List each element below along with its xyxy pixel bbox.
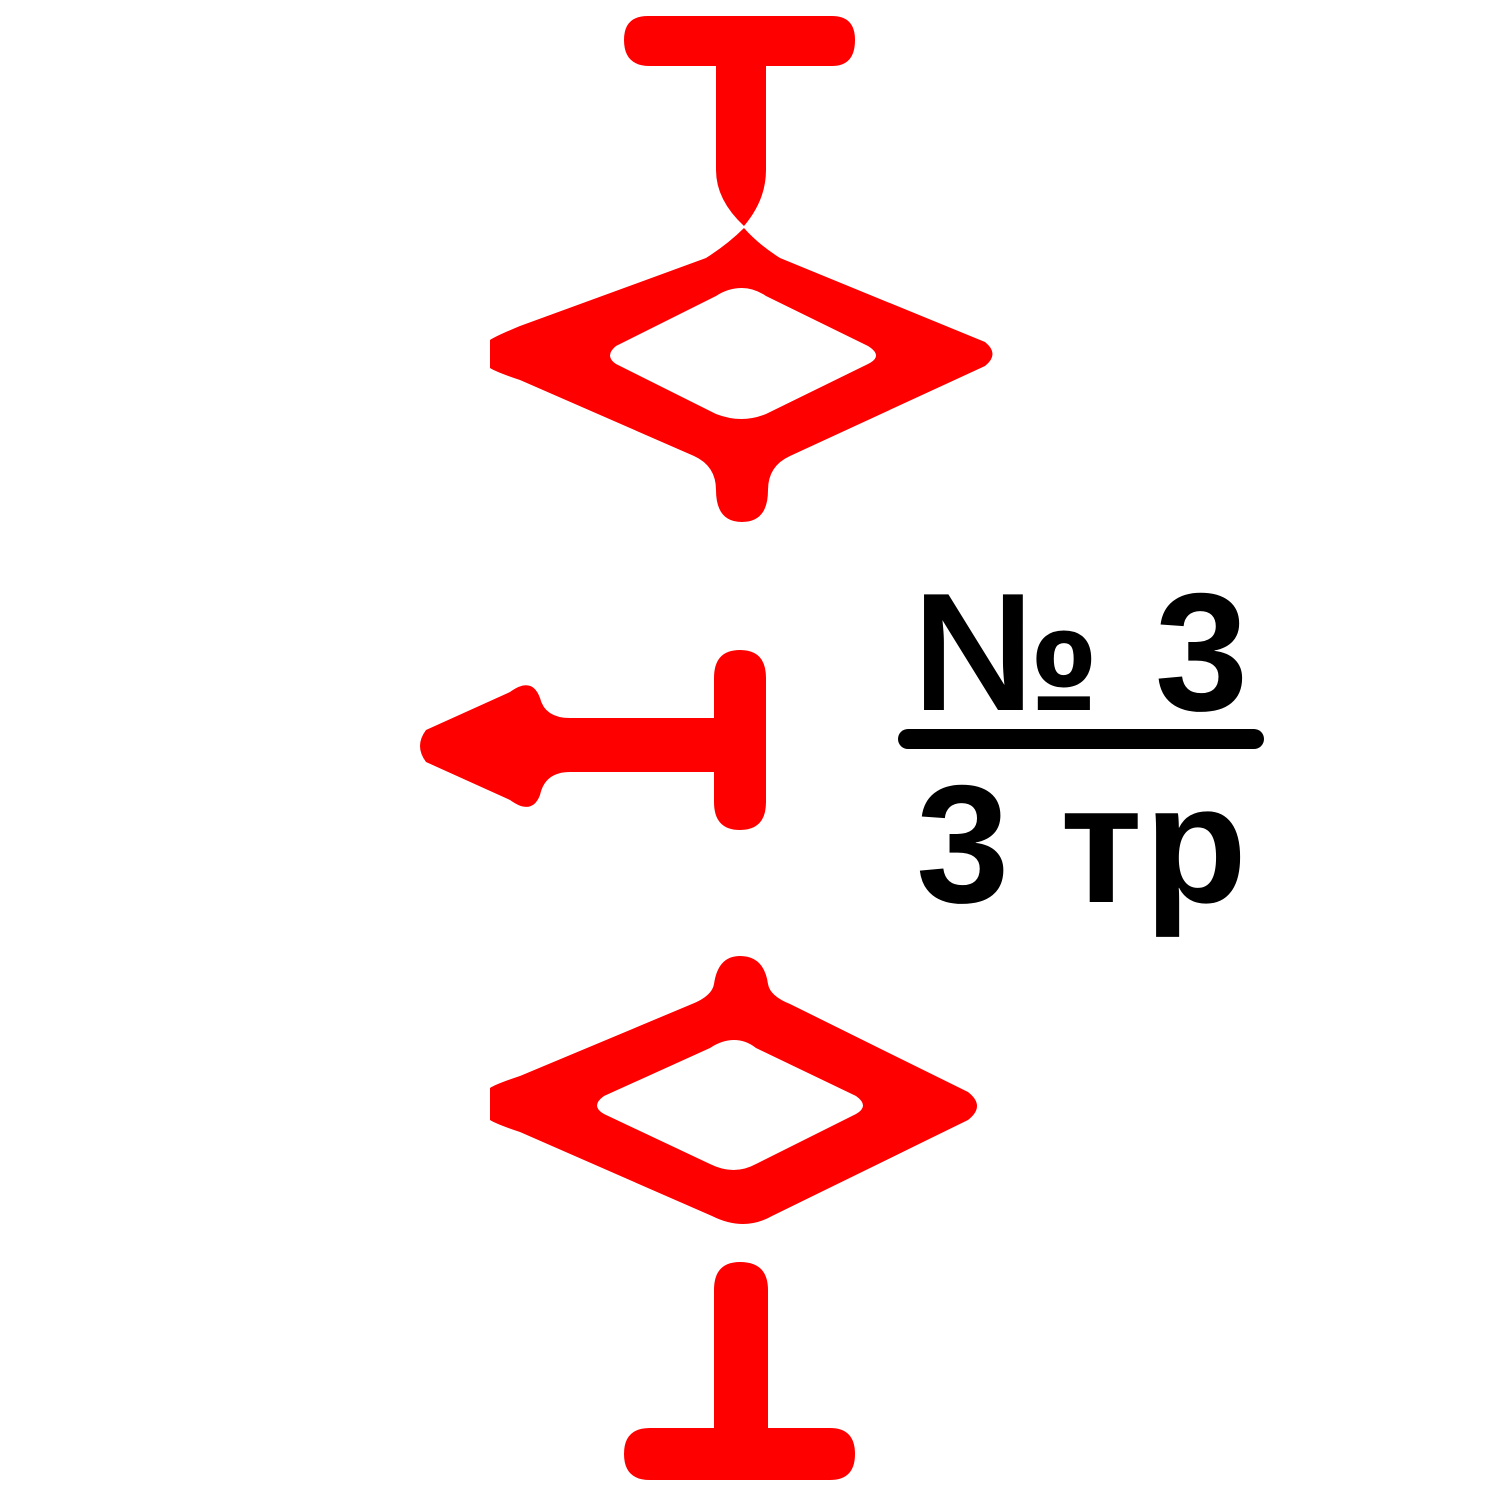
bottom-diamond-symbol bbox=[490, 956, 977, 1224]
top-diamond-symbol bbox=[490, 228, 993, 522]
bottom-t-bar-symbol bbox=[624, 1262, 855, 1480]
fraction-divider bbox=[898, 729, 1264, 749]
switch-number-label: № 3 bbox=[912, 558, 1253, 746]
top-t-bar-symbol bbox=[624, 16, 855, 226]
switch-type-label: 3 тр bbox=[915, 750, 1249, 938]
left-arrow-symbol bbox=[420, 650, 766, 830]
